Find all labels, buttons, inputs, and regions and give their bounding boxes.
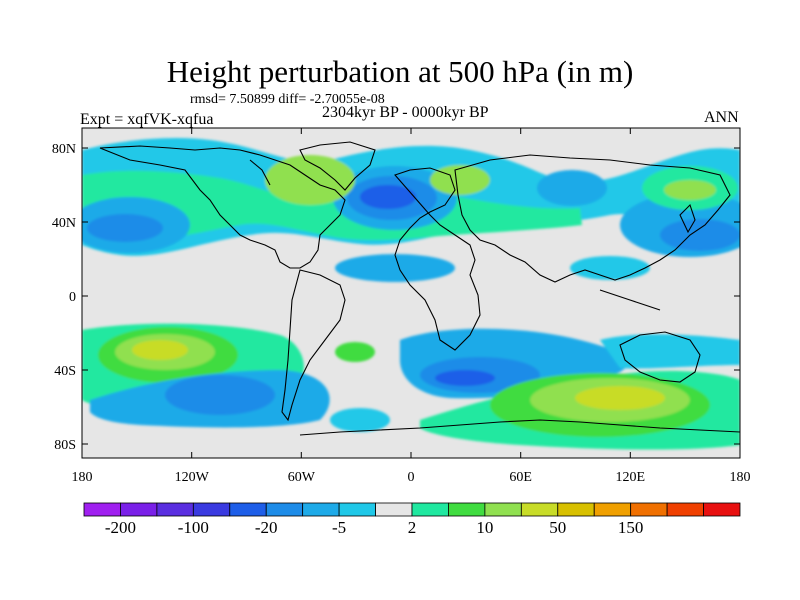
colorbar-swatch [593, 502, 632, 517]
colorbar-swatch [192, 502, 231, 517]
period-label: 2304kyr BP - 0000kyr BP [322, 104, 489, 121]
colorbar-swatch [229, 502, 267, 517]
lat-tick-label: 80N [52, 142, 76, 157]
colorbar-swatch [557, 502, 595, 517]
colorbar-swatch [411, 502, 449, 517]
colorbar-label: 50 [549, 518, 566, 537]
colorbar-swatch [520, 502, 559, 517]
colorbar-label: -200 [105, 518, 136, 537]
stats-line: rmsd= 7.50899 diff= -2.70055e-08 [190, 92, 385, 107]
lon-tick-label: 120E [616, 470, 646, 485]
colorbar-swatch [375, 502, 413, 517]
lat-tick-label: 40S [54, 364, 76, 379]
colorbar-swatch [484, 502, 522, 517]
lon-tick-label: 60E [509, 470, 532, 485]
colorbar-label: -100 [178, 518, 209, 537]
colorbar-swatch [703, 502, 741, 517]
colorbar-swatch [630, 502, 668, 517]
colorbar-swatch [265, 502, 304, 517]
coastlines [99, 141, 740, 436]
colorbar-swatch [302, 502, 340, 517]
colorbar-label: -20 [255, 518, 278, 537]
colorbar-swatch [120, 502, 158, 517]
colorbar [83, 502, 741, 517]
map-panel [82, 128, 740, 458]
lat-tick-label: 80S [54, 438, 76, 453]
colorbar-swatch [666, 502, 704, 517]
contour-field [82, 138, 740, 450]
lon-tick-label: 180 [730, 470, 751, 485]
colorbar-swatch [156, 502, 194, 517]
colorbar-swatch [448, 502, 486, 517]
figure-title: Height perturbation at 500 hPa (in m) [166, 54, 634, 89]
latitude-axis: 80N 40N 0 40S 80S [52, 142, 76, 453]
colorbar-swatch [83, 502, 121, 517]
lon-tick-label: 120W [175, 470, 210, 485]
lon-tick-label: 60W [288, 470, 316, 485]
colorbar-label: 2 [408, 518, 417, 537]
colorbar-swatch [338, 502, 376, 517]
lon-tick-label: 180 [72, 470, 93, 485]
lat-tick-label: 0 [69, 290, 76, 305]
colorbar-labels: -200 -100 -20 -5 2 10 50 150 [105, 518, 644, 537]
colorbar-label: -5 [332, 518, 346, 537]
experiment-label: Expt = xqfVK-xqfua [80, 111, 214, 128]
colorbar-label: 150 [618, 518, 644, 537]
colorbar-label: 10 [476, 518, 493, 537]
lat-tick-label: 40N [52, 216, 76, 231]
lon-tick-label: 0 [408, 470, 415, 485]
season-label: ANN [704, 109, 739, 126]
longitude-axis: 180 120W 60W 0 60E 120E 180 [72, 470, 751, 485]
axis-ticks [81, 128, 741, 458]
